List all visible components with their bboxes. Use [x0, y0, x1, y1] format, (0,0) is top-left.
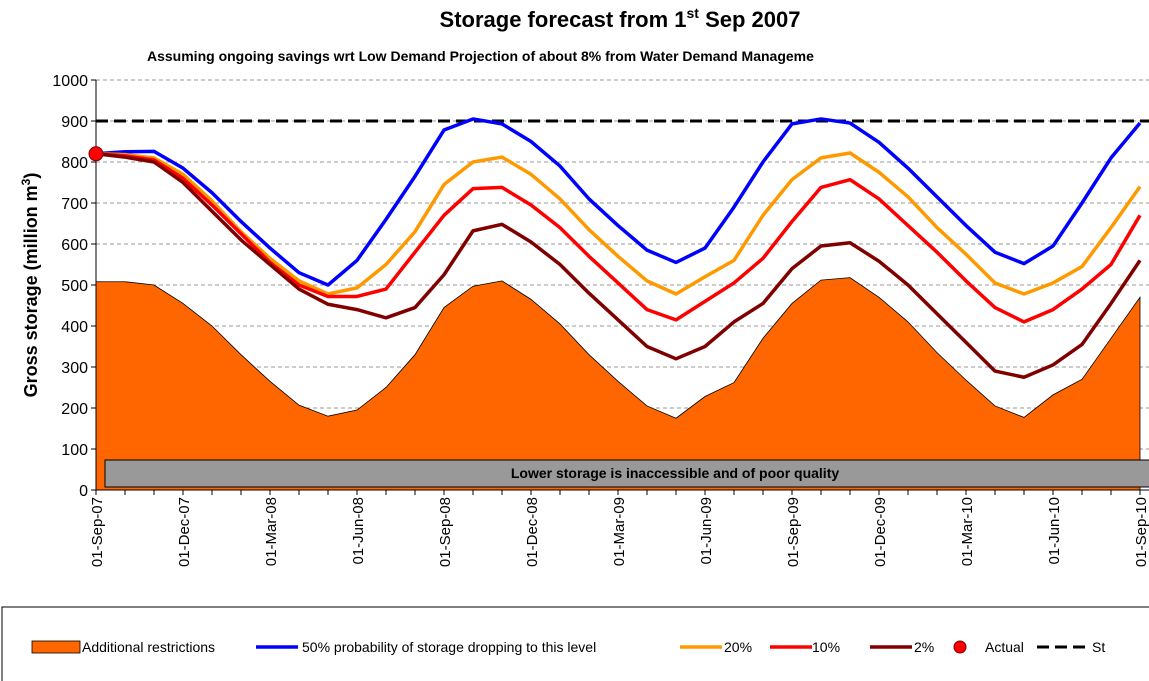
x-tick-label: 01-Sep-08	[437, 497, 454, 567]
line	[95, 151, 1142, 296]
area	[95, 277, 1141, 491]
y-tick-label: 200	[61, 401, 88, 418]
y-tick-label: 600	[61, 237, 88, 254]
annotation: Lower storage is inaccessible and of poo…	[511, 465, 840, 481]
x-tick-label: 01-Sep-07	[89, 497, 106, 567]
y-tick-label: 400	[61, 319, 88, 336]
point	[88, 146, 104, 162]
y-tick-label: 0	[79, 483, 88, 500]
x-tick-label: 01-Mar-08	[263, 497, 280, 566]
x-tick-label: 01-Dec-08	[524, 497, 541, 567]
y-tick-label: 700	[61, 196, 88, 213]
y-tick-label: 100	[61, 442, 88, 459]
y-label-sup: 3	[19, 178, 33, 185]
legend-label: 2%	[914, 639, 934, 655]
title-rest: Sep 2007	[699, 7, 801, 32]
x-tick-label: 01-Jun-08	[350, 497, 367, 565]
x-tick-label: 01-Sep-10	[1133, 497, 1149, 567]
legend-label: 10%	[812, 639, 840, 655]
legend-label: St	[1092, 639, 1105, 655]
y-axis-label: Gross storage (million m3)	[19, 173, 41, 398]
line	[95, 152, 1142, 324]
legend-label: Additional restrictions	[82, 639, 215, 655]
legend-label: Actual	[985, 639, 1024, 655]
x-tick-label: 01-Mar-09	[611, 497, 628, 566]
y-tick-label: 900	[61, 114, 88, 131]
line	[95, 117, 1142, 287]
title-main: Storage forecast from 1	[440, 7, 687, 32]
y-label-rest: )	[21, 173, 41, 179]
x-tick-label: 01-Mar-10	[959, 497, 976, 566]
legend-swatch	[953, 640, 967, 654]
legend-label: 20%	[724, 639, 752, 655]
x-tick-label: 01-Jun-09	[698, 497, 715, 565]
subtitle: Assuming ongoing savings wrt Low Demand …	[147, 48, 814, 64]
x-tick-label: 01-Dec-09	[872, 497, 889, 567]
legend-swatch	[31, 640, 81, 654]
annotation-box	[104, 459, 1149, 488]
line	[95, 152, 1142, 379]
x-tick-label: 01-Jun-10	[1046, 497, 1063, 565]
y-tick-label: 500	[61, 278, 88, 295]
y-label-main: Gross storage (million m	[21, 185, 41, 397]
y-tick-label: 800	[61, 155, 88, 172]
y-tick-label: 300	[61, 360, 88, 377]
chart-title: Storage forecast from 1st Sep 2007	[440, 5, 801, 32]
title-sup: st	[687, 5, 700, 21]
x-tick-label: 01-Dec-07	[176, 497, 193, 567]
legend-label: 50% probability of storage dropping to t…	[302, 639, 596, 655]
y-tick-label: 1000	[52, 73, 88, 90]
x-tick-label: 01-Sep-09	[785, 497, 802, 567]
